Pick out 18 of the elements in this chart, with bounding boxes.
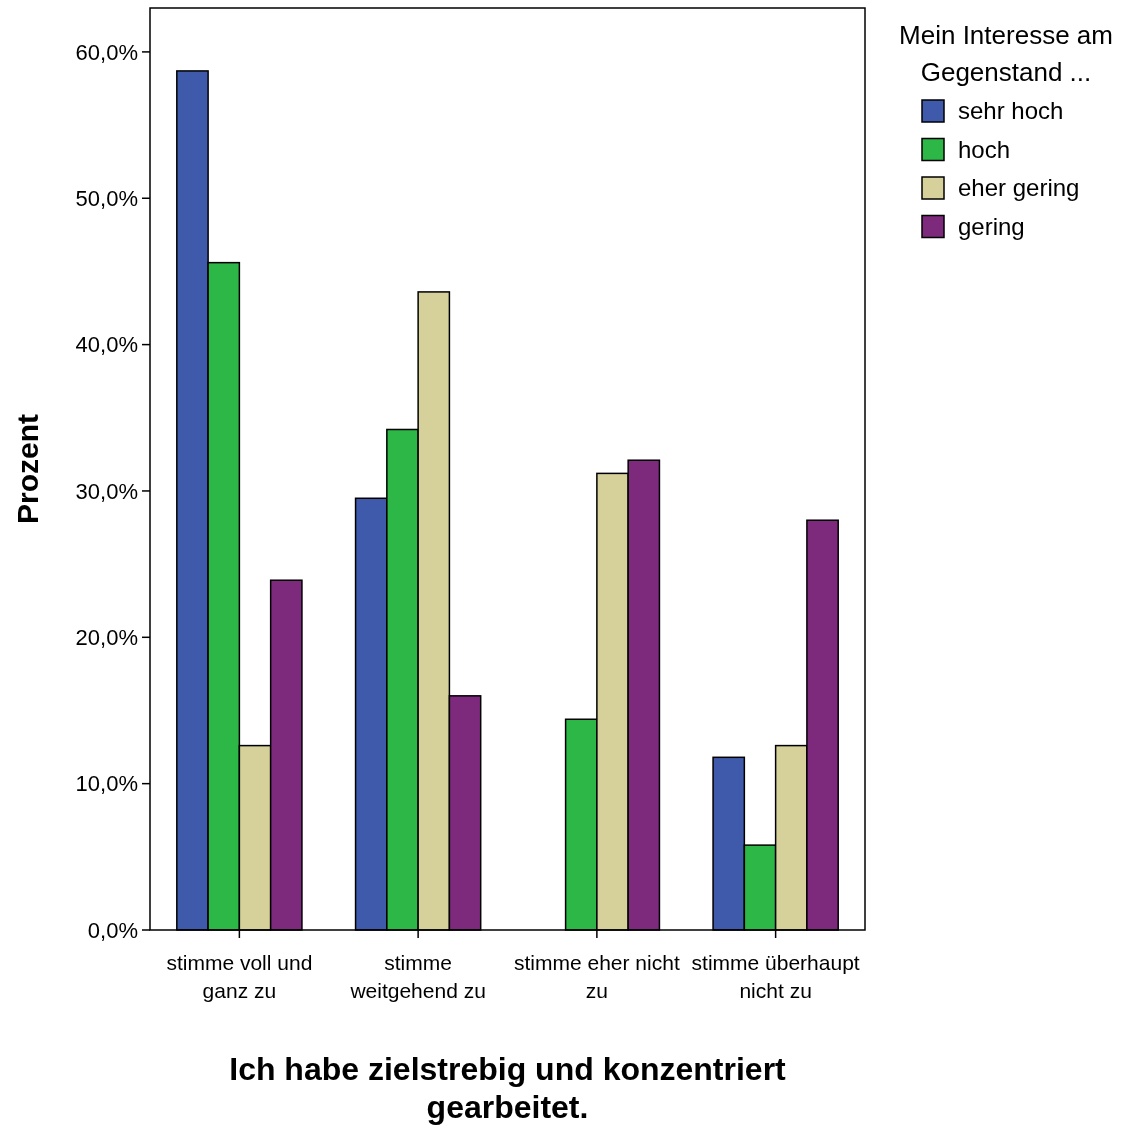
legend-label: eher gering [958,174,1080,202]
y-tick-label: 30,0% [75,478,138,504]
x-tick-label: stimme voll und ganz zu [166,951,313,1002]
legend-title: Mein Interesse am Gegenstand ... [899,20,1113,87]
y-axis-title: Prozent [11,413,44,525]
legend-label: sehr hoch [958,97,1064,125]
x-tick-label: stimme eher nicht zu [514,951,680,1002]
y-tick-label: 50,0% [75,185,138,211]
x-axis-title: Ich habe zielstrebig und konzentriert gearbeitet. [229,1051,787,1125]
y-tick-label: 40,0% [75,332,138,358]
y-tick-label: 20,0% [75,625,138,650]
x-tick-label: stimme weitgehend zu [349,951,486,1002]
x-tick-label: stimme überhaupt nicht zu [691,951,860,1002]
y-tick-label: 60,0% [75,39,138,65]
legend-label: gering [958,212,1025,240]
legend-label: hoch [958,135,1011,163]
y-tick-label: 10,0% [75,771,138,797]
y-tick-label: 0,0% [87,917,138,943]
